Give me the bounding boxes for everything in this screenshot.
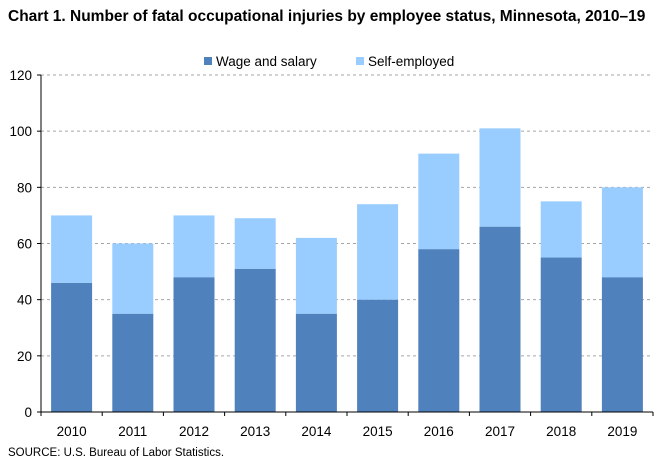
bar-wage-and-salary-2016: [418, 249, 460, 412]
bar-wage-and-salary-2010: [51, 282, 93, 412]
x-tick-label: 2011: [118, 424, 147, 439]
bar-self-employed-2013: [234, 218, 276, 269]
x-axis-ticks: 2010 2011 2012 2013 2014 2015 2016 2017 2018 2019: [40, 412, 654, 439]
legend-label: Wage and salary: [216, 54, 317, 69]
x-tick-label: 2018: [546, 424, 576, 439]
bar-self-employed-2015: [357, 204, 399, 300]
bar-wage-and-salary-2013: [234, 268, 276, 412]
x-tick-label: 2016: [424, 424, 454, 439]
bar-self-employed-2010: [51, 215, 93, 283]
bar-wage-and-salary-2012: [173, 277, 215, 412]
source-note: SOURCE: U.S. Bureau of Labor Statistics.: [8, 447, 225, 459]
x-tick-label: 2012: [179, 424, 209, 439]
chart-title: Chart 1. Number of fatal occupational in…: [8, 8, 646, 25]
bar-self-employed-2012: [173, 215, 215, 278]
legend-label: Self-employed: [368, 54, 454, 69]
legend-swatch: [356, 57, 364, 65]
bar-wage-and-salary-2017: [479, 226, 521, 412]
x-tick-label: 2017: [485, 424, 515, 439]
legend-swatch: [204, 57, 212, 65]
x-tick-label: 2015: [363, 424, 393, 439]
bars: [51, 128, 643, 412]
bar-self-employed-2018: [540, 201, 582, 258]
y-tick-label: 20: [17, 349, 32, 364]
bar-self-employed-2016: [418, 153, 460, 250]
x-tick-label: 2013: [240, 424, 270, 439]
bar-wage-and-salary-2014: [295, 313, 337, 412]
y-tick-label: 60: [17, 237, 32, 252]
bar-self-employed-2019: [601, 187, 643, 278]
y-tick-label: 120: [9, 68, 32, 83]
y-tick-label: 80: [17, 180, 32, 195]
bar-wage-and-salary-2018: [540, 257, 582, 412]
bar-wage-and-salary-2019: [601, 277, 643, 412]
y-axis-ticks: 0 20 40 60 80 100 120: [9, 68, 41, 420]
y-tick-label: 40: [17, 293, 32, 308]
bar-self-employed-2014: [295, 237, 337, 314]
y-tick-label: 100: [9, 124, 32, 139]
legend: Wage and salary Self-employed: [204, 54, 454, 69]
bar-self-employed-2017: [479, 128, 521, 227]
bar-wage-and-salary-2015: [357, 299, 399, 412]
x-tick-label: 2014: [301, 424, 332, 439]
bar-self-employed-2011: [112, 243, 154, 314]
y-tick-label: 0: [24, 405, 32, 420]
bar-wage-and-salary-2011: [112, 313, 154, 412]
x-tick-label: 2010: [57, 424, 87, 439]
x-tick-label: 2019: [607, 424, 637, 439]
